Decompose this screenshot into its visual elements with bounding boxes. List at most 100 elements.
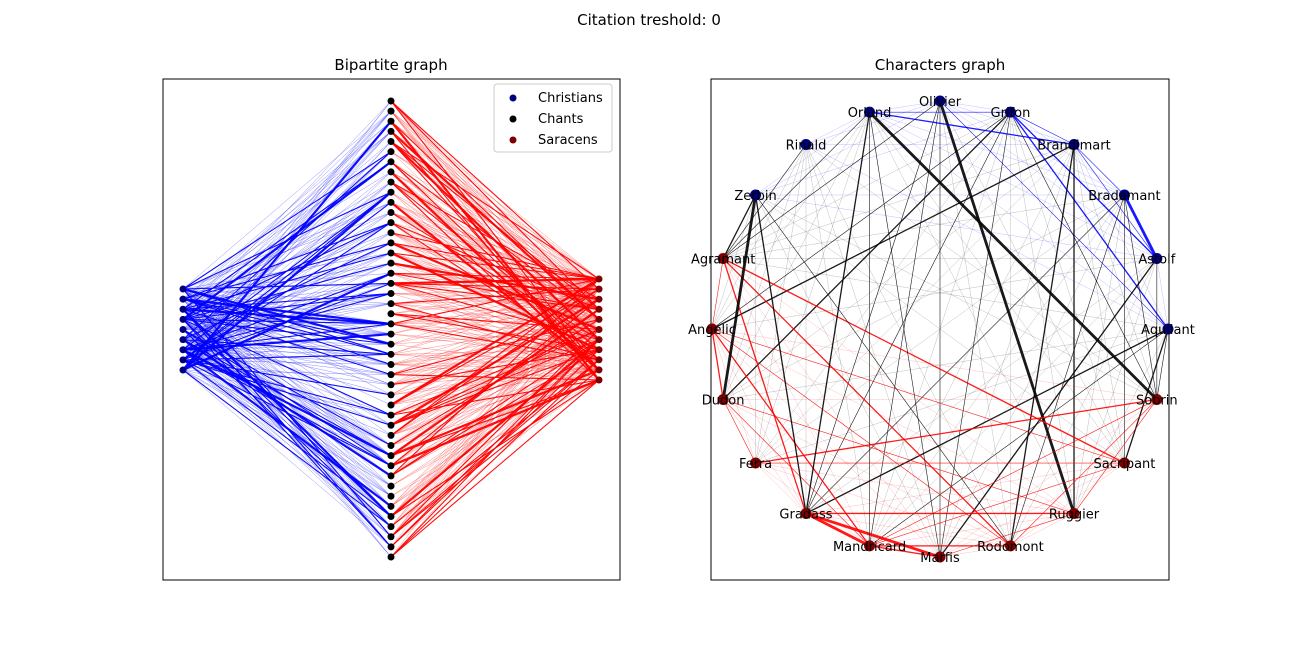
characters-edge bbox=[1156, 328, 1169, 400]
bipartite-edge-christian bbox=[182, 359, 392, 517]
characters-edge bbox=[939, 100, 1169, 330]
bipartite-edge-christian bbox=[182, 369, 392, 497]
characters-edge bbox=[869, 462, 1125, 547]
christian-node bbox=[179, 346, 187, 354]
character-label: Angelic bbox=[688, 323, 736, 338]
chant-node bbox=[387, 472, 395, 480]
legend-label-chants: Chants bbox=[538, 112, 584, 127]
bipartite-edge-saracen bbox=[390, 222, 600, 381]
characters-edge bbox=[869, 112, 1125, 196]
chant-node bbox=[387, 371, 395, 379]
characters-edge bbox=[869, 100, 941, 113]
bipartite-edge-christian bbox=[182, 262, 392, 361]
character-label: Dudon bbox=[702, 393, 745, 408]
bipartite-edge-christian bbox=[182, 100, 392, 371]
bipartite-edge-christian bbox=[182, 329, 392, 335]
character-label: Orland bbox=[848, 106, 892, 121]
characters-edge bbox=[869, 112, 1125, 464]
characters-edge bbox=[805, 462, 1125, 514]
characters-edge bbox=[723, 144, 1075, 259]
characters-edge bbox=[1010, 112, 1125, 196]
character-label: Sobrin bbox=[1136, 393, 1178, 408]
legend-marker-christians bbox=[509, 94, 517, 102]
characters-edge bbox=[939, 100, 1157, 259]
character-node bbox=[864, 540, 876, 552]
legend-marker-saracens bbox=[509, 136, 517, 144]
chant-node bbox=[387, 300, 395, 308]
chant-node bbox=[387, 330, 395, 338]
characters-edge bbox=[805, 512, 941, 559]
bipartite-edge-saracen bbox=[390, 369, 600, 396]
bipartite-edge-saracen bbox=[390, 100, 600, 320]
character-label: Olivier bbox=[919, 95, 962, 110]
bipartite-edge-christian bbox=[182, 353, 392, 361]
characters-edge bbox=[805, 144, 1169, 330]
character-node bbox=[1162, 323, 1174, 335]
bipartite-edge-saracen bbox=[390, 100, 600, 310]
characters-edge bbox=[1073, 144, 1169, 330]
christian-node bbox=[179, 305, 187, 313]
characters-edge bbox=[939, 545, 1011, 558]
bipartite-edge-saracen bbox=[390, 323, 600, 371]
bipartite-edge-christian bbox=[182, 348, 392, 457]
bipartite-edge-saracen bbox=[390, 369, 600, 406]
character-node bbox=[1118, 189, 1130, 201]
characters-edge bbox=[722, 258, 1011, 547]
character-node bbox=[1118, 457, 1130, 469]
character-label: Ferra bbox=[739, 457, 772, 472]
characters-edge bbox=[805, 100, 941, 514]
chant-node bbox=[387, 431, 395, 439]
characters-edge bbox=[755, 112, 1011, 196]
bipartite-edge-christian bbox=[182, 252, 392, 361]
bipartite-edge-saracen bbox=[390, 379, 600, 497]
characters-edge bbox=[805, 112, 871, 514]
characters-edge bbox=[723, 194, 1125, 400]
bipartite-edge-saracen bbox=[390, 100, 600, 290]
chant-node bbox=[387, 188, 395, 196]
characters-edge bbox=[805, 112, 1011, 514]
christian-node bbox=[179, 356, 187, 364]
characters-edge bbox=[1010, 112, 1158, 400]
characters-edge bbox=[805, 144, 870, 546]
characters-edge bbox=[755, 398, 1157, 464]
bipartite-edge-saracen bbox=[390, 379, 600, 527]
characters-edge bbox=[1010, 513, 1075, 546]
chant-node bbox=[387, 290, 395, 298]
characters-edge bbox=[755, 194, 1011, 547]
characters-edge bbox=[869, 111, 1075, 146]
characters-edge bbox=[1010, 194, 1125, 546]
bipartite-edge-saracen bbox=[390, 161, 600, 381]
characters-edge bbox=[869, 545, 941, 558]
characters-edge bbox=[869, 328, 1169, 547]
characters-edge bbox=[939, 100, 1011, 113]
characters-edge bbox=[711, 144, 807, 330]
characters-edge bbox=[1123, 328, 1169, 464]
christian-node bbox=[179, 315, 187, 323]
chant-node bbox=[387, 117, 395, 125]
characters-edge bbox=[722, 194, 757, 259]
characters-edge bbox=[1010, 112, 1125, 464]
chant-node bbox=[387, 452, 395, 460]
character-label: Agramant bbox=[691, 253, 755, 268]
chant-node bbox=[387, 107, 395, 115]
bipartite-edge-christian bbox=[182, 110, 392, 340]
characters-edge bbox=[805, 512, 871, 548]
character-node bbox=[750, 189, 762, 201]
bipartite-edge-saracen bbox=[390, 131, 600, 381]
bipartite-edge-saracen bbox=[390, 379, 600, 558]
character-node bbox=[706, 323, 718, 335]
characters-edge bbox=[755, 144, 807, 464]
characters-edge bbox=[711, 258, 1157, 330]
characters-edge bbox=[723, 258, 1075, 514]
characters-edge bbox=[1073, 328, 1169, 514]
characters-edge bbox=[723, 258, 1169, 330]
characters-edge bbox=[711, 328, 807, 514]
character-node bbox=[800, 507, 812, 519]
chant-node bbox=[387, 533, 395, 541]
characters-edge bbox=[939, 144, 1075, 558]
bipartite-edge-christian bbox=[182, 100, 392, 361]
saracen-node bbox=[595, 326, 603, 333]
characters-edge bbox=[755, 462, 1075, 514]
saracen-node bbox=[595, 366, 603, 374]
legend-box bbox=[493, 83, 613, 153]
